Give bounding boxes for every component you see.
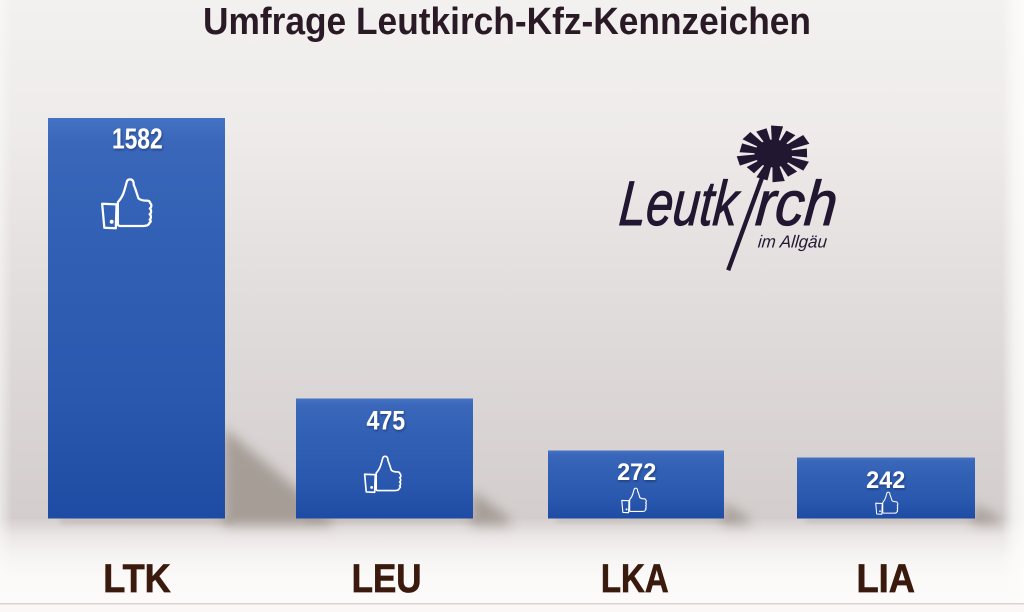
svg-text:LIA: LIA — [856, 557, 915, 601]
svg-text:Umfrage Leutkirch-Kfz-Kennzeic: Umfrage Leutkirch-Kfz-Kennzeichen — [203, 1, 811, 43]
svg-text:1582: 1582 — [112, 122, 163, 154]
svg-text:272: 272 — [617, 459, 656, 486]
svg-text:242: 242 — [866, 467, 905, 494]
svg-text:LKA: LKA — [601, 557, 669, 601]
svg-text:LEU: LEU — [352, 557, 422, 601]
svg-text:Leutk: Leutk — [617, 169, 744, 239]
svg-text:rch: rch — [753, 169, 840, 239]
svg-text:im Allgäu: im Allgäu — [757, 232, 828, 252]
svg-text:475: 475 — [366, 406, 405, 436]
svg-text:LTK: LTK — [103, 557, 171, 601]
